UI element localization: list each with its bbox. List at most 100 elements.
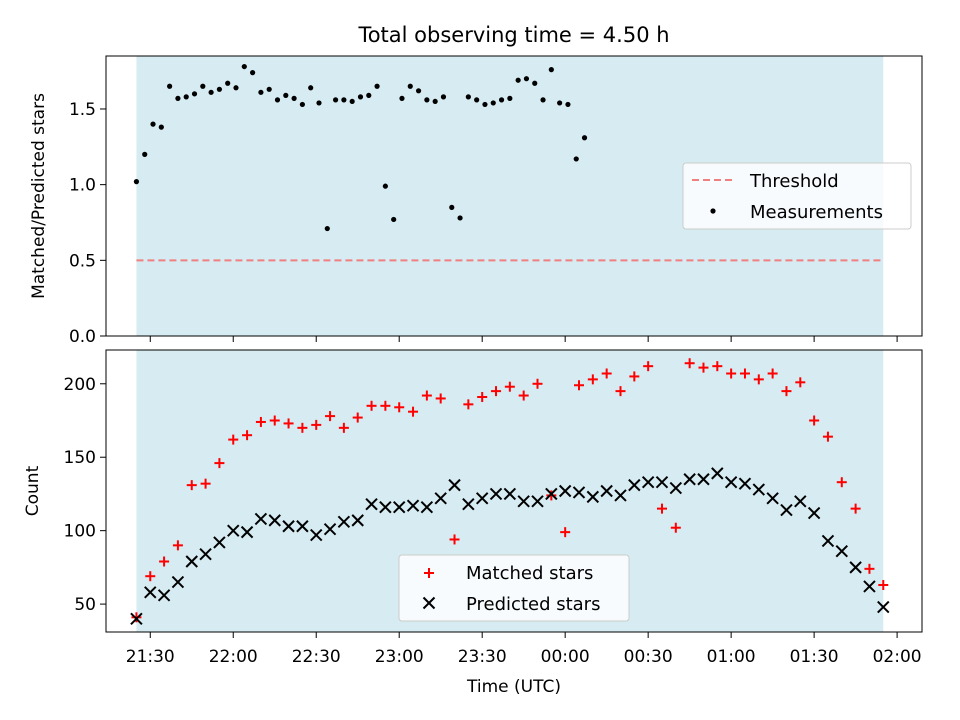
matched-star-point	[795, 377, 806, 388]
figure-title: Total observing time = 4.50 h	[357, 23, 669, 47]
count-panel: 50 100 150 200 21:30 22:00 22:30 23:00 23:30 00:…	[23, 349, 923, 697]
measurement-point	[515, 77, 521, 83]
measurement-point	[316, 100, 322, 106]
predicted-star-point	[489, 487, 503, 501]
matched-star-point	[684, 358, 695, 369]
matched-star-point	[214, 458, 225, 469]
predicted-star-point	[213, 536, 226, 549]
matched-star-point	[601, 368, 612, 379]
predicted-star-point	[448, 478, 461, 492]
matched-star-point	[643, 361, 654, 372]
measurement-point	[332, 97, 339, 103]
measurement-point	[274, 97, 281, 103]
x-tick-label: 02:00	[873, 647, 922, 667]
matched-star-point	[670, 522, 681, 533]
measurement-point	[258, 89, 264, 95]
predicted-star-point	[379, 500, 392, 514]
matched-star-point	[325, 411, 336, 422]
predicted-star-point	[724, 475, 738, 489]
predicted-star-point	[157, 589, 171, 602]
predicted-star-point	[240, 525, 254, 539]
matched-star-point	[477, 392, 488, 402]
measurement-point	[457, 215, 463, 221]
matched-star-point	[587, 374, 598, 385]
ratio-y-tick-label: 1.5	[69, 100, 96, 120]
measurements-points	[133, 63, 588, 232]
measurement-point	[208, 89, 214, 95]
matched-star-point	[753, 374, 764, 385]
measurement-point	[225, 80, 231, 86]
matched-stars-legend-swatch	[424, 568, 434, 578]
measurement-point	[200, 83, 206, 89]
measurement-point	[465, 94, 471, 100]
matched-star-point	[269, 415, 280, 426]
predicted-star-point	[558, 484, 572, 498]
predicted-star-point	[655, 475, 669, 489]
measurement-point	[573, 156, 579, 162]
predicted-star-point	[185, 555, 198, 568]
matched-star-point	[615, 386, 626, 397]
matched-star-point	[850, 503, 861, 514]
predicted-star-point	[475, 492, 489, 505]
predicted-stars-legend-label: Predicted stars	[466, 594, 600, 615]
matched-star-point	[767, 368, 778, 379]
measurement-point	[291, 95, 297, 101]
predicted-star-point	[545, 487, 558, 501]
matched-star-point	[145, 571, 156, 582]
predicted-star-point	[351, 514, 364, 527]
ratio-y-tick-label: 1.0	[69, 176, 96, 196]
threshold-legend-label: Threshold	[749, 171, 839, 192]
predicted-star-point	[227, 524, 240, 537]
count-x-ticks: 21:30 22:00 22:30 23:00 23:30 00:00 00:30 01:00…	[126, 632, 922, 667]
predicted-star-point	[517, 495, 530, 508]
matched-star-point	[560, 527, 571, 538]
predicted-star-point	[365, 498, 378, 511]
matched-star-point	[574, 380, 585, 391]
predicted-star-point	[821, 534, 835, 548]
ratio-legend-box	[682, 162, 912, 230]
measurement-point	[490, 100, 496, 106]
measurement-point	[440, 94, 447, 100]
predicted-star-point	[199, 547, 212, 561]
predicted-star-point	[738, 477, 752, 490]
measurement-point	[233, 85, 239, 91]
measurement-point	[482, 101, 488, 108]
matched-star-point	[255, 416, 266, 427]
predicted-star-point	[794, 495, 807, 508]
matched-star-point	[878, 580, 889, 590]
measurement-point	[374, 83, 380, 89]
predicted-star-point	[641, 475, 655, 489]
matched-star-point	[297, 422, 308, 433]
measurement-point	[250, 70, 256, 76]
predicted-star-point	[434, 492, 447, 505]
predicted-star-point	[752, 483, 766, 496]
count-legend: Matched stars Predicted stars	[398, 554, 630, 622]
measurement-point	[183, 94, 189, 100]
measurement-point	[366, 92, 372, 98]
count-y-tick-label: 150	[64, 448, 96, 468]
predicted-star-point	[807, 506, 821, 520]
matched-star-point	[712, 361, 723, 372]
matched-star-point	[380, 400, 391, 411]
predicted-star-point	[296, 520, 309, 533]
measurement-point	[349, 98, 355, 105]
measurement-point	[415, 88, 422, 94]
matched-star-point	[172, 540, 183, 551]
matched-star-point	[338, 422, 349, 433]
x-tick-label: 23:00	[375, 647, 424, 667]
measurement-point	[357, 94, 364, 100]
predicted-star-point	[697, 473, 710, 486]
measurement-point	[449, 204, 455, 210]
predicted-star-point	[337, 515, 351, 529]
measurement-point	[581, 135, 588, 141]
predicted-star-point	[586, 490, 600, 504]
measurement-point	[498, 97, 505, 103]
matched-star-point	[836, 477, 847, 488]
predicted-star-point	[406, 499, 420, 512]
measurement-point	[191, 91, 198, 97]
measurement-point	[142, 151, 148, 157]
measurements-legend-label: Measurements	[750, 202, 883, 223]
measurement-point	[540, 97, 546, 103]
predicted-star-point	[462, 498, 475, 511]
